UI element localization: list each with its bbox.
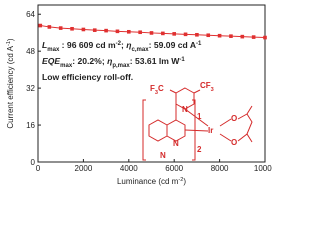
bond: [184, 108, 209, 127]
structure-label: F3C: [150, 84, 164, 96]
point: [240, 34, 245, 39]
structure-label: Ir: [208, 126, 213, 135]
point: [172, 32, 176, 36]
text-part: η: [107, 56, 112, 66]
text-part: ): [6, 38, 15, 41]
structure: [142, 87, 253, 161]
x-tick-label: 4000: [120, 164, 138, 173]
text-part: -2: [178, 177, 183, 183]
text-part: : 59.09 cd A: [149, 40, 196, 50]
quinazoline-ring: [166, 119, 186, 142]
point: [161, 31, 165, 36]
plot-frame: [37, 4, 266, 163]
y-axis-label: Current efficiency (cd A-1): [6, 38, 15, 129]
text-part: : 96 609 cd m: [59, 40, 116, 50]
point: [70, 26, 74, 31]
x-tick-label: 6000: [165, 164, 183, 173]
text-part: F: [150, 84, 155, 93]
y-tick-label: 0: [31, 158, 36, 167]
annotation: EQEmax: 20.2%; ηp,max: 53.61 lm W-1: [42, 56, 185, 69]
text-part: L: [42, 40, 47, 50]
annotation: Lmax : 96 609 cd m-2; ηc,max: 59.09 cd A…: [42, 40, 202, 53]
text-part: Low efficiency roll-off.: [42, 72, 133, 82]
acac: [219, 105, 253, 143]
text-part: max: [47, 47, 60, 53]
text-part: 3: [155, 90, 158, 96]
y-tick-label: 64: [26, 10, 35, 19]
text-part: Luminance (cd m: [117, 177, 179, 186]
text-part: -1: [196, 41, 202, 47]
text-part: ;: [121, 40, 126, 50]
point: [58, 26, 63, 30]
point: [183, 32, 188, 37]
point: [195, 32, 199, 37]
point: [81, 27, 86, 32]
bond: [193, 89, 201, 94]
structure-label: 1: [197, 112, 202, 121]
y-tick-label: 48: [26, 47, 35, 56]
structure-label: 2: [197, 145, 202, 154]
point: [104, 28, 108, 33]
bond: [169, 89, 177, 94]
point: [217, 33, 222, 38]
text-part: p,max: [112, 63, 130, 69]
text-part: -1: [179, 57, 185, 63]
annotation: Low efficiency roll-off.: [42, 72, 133, 82]
text-part: c,max: [132, 47, 150, 53]
text-part: η: [126, 40, 131, 50]
text-part: Current efficiency (cd A: [6, 45, 15, 128]
text-part: : 53.61 lm W: [130, 56, 181, 66]
point: [38, 23, 43, 28]
text-part: -1: [6, 41, 12, 46]
structure-label: O: [231, 114, 237, 123]
structure-label: N: [173, 139, 179, 148]
point: [47, 25, 52, 29]
structure-label: CF3: [200, 81, 214, 93]
text-part: -2: [116, 41, 122, 47]
structure-label: N: [182, 105, 188, 114]
x-tick-label: 10000: [254, 164, 272, 173]
x-tick-label: 8000: [211, 164, 229, 173]
text-part: ): [183, 177, 186, 186]
text-part: max: [60, 63, 73, 69]
point: [206, 33, 211, 38]
point: [149, 31, 154, 35]
point: [138, 30, 142, 35]
point: [115, 29, 120, 34]
y-tick-label: 16: [26, 121, 35, 130]
bond: [184, 129, 209, 132]
point: [92, 28, 97, 32]
text-part: EQE: [42, 56, 60, 66]
text-part: CF: [200, 81, 211, 90]
point: [229, 34, 233, 38]
x-axis-label: Luminance (cd m-2): [117, 177, 186, 186]
y-tick-label: 32: [26, 84, 35, 93]
benzo-ring: [148, 119, 168, 142]
point: [127, 29, 131, 34]
structure-label: N: [160, 151, 166, 160]
text-part: : 20.2%;: [72, 56, 107, 66]
point: [263, 35, 267, 40]
structure-label: O: [231, 138, 237, 147]
text-part: C: [158, 84, 164, 93]
bracket: [142, 99, 196, 161]
x-tick-label: 2000: [75, 164, 93, 173]
point: [251, 35, 256, 39]
x-tick-label: 0: [36, 164, 41, 173]
text-part: 3: [211, 87, 214, 93]
